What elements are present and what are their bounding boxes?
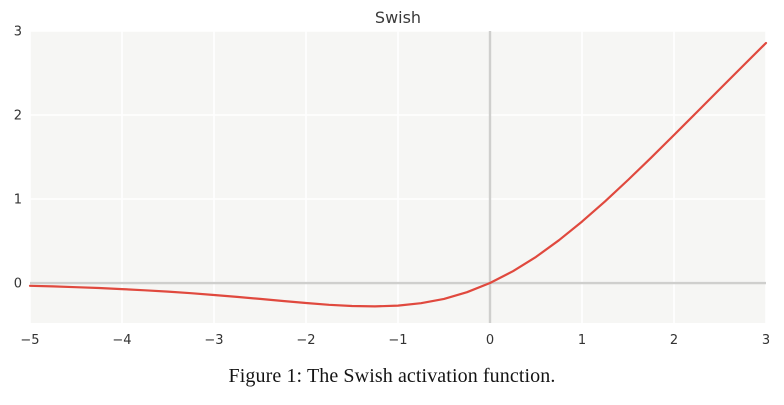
x-tick-label: −3 xyxy=(204,333,223,348)
plot-area: −5 −4 −3 −2 −1 0 1 2 3 0 1 2 3 xyxy=(14,25,770,349)
swish-curve xyxy=(28,41,768,308)
x-tick-label: 2 xyxy=(670,333,678,348)
x-tick-label: 0 xyxy=(486,333,494,348)
x-tick-label: −5 xyxy=(20,333,39,348)
x-tick-label: −4 xyxy=(112,333,131,348)
x-tick-label: −1 xyxy=(388,333,407,348)
y-tick-label: 1 xyxy=(14,193,22,208)
chart-title: Swish xyxy=(375,8,421,27)
x-tick-label: 1 xyxy=(578,333,586,348)
y-tick-label: 0 xyxy=(14,277,22,292)
y-tick-label: 3 xyxy=(14,25,22,40)
swish-chart: Swish −5 −4 −3 −2 −1 0 1 2 3 0 1 2 3 xyxy=(14,8,770,349)
y-tick-label: 2 xyxy=(14,109,22,124)
figure-caption: Figure 1: The Swish activation function. xyxy=(228,365,556,387)
x-tick-label: 3 xyxy=(762,333,770,348)
x-tick-label: −2 xyxy=(296,333,315,348)
